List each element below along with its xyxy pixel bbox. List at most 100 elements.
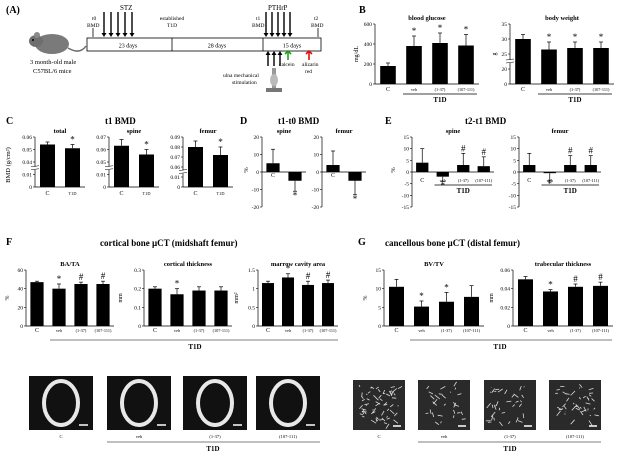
y-tick-label: 0	[513, 170, 516, 176]
timeline-bar	[86, 37, 322, 52]
bar	[74, 284, 88, 326]
bar	[139, 154, 154, 187]
y-tick-label: -10	[252, 188, 260, 194]
y-axis-label: %	[363, 296, 369, 301]
chart-title: total	[54, 128, 67, 135]
bar	[288, 172, 302, 181]
t0-bmd: BMD	[87, 23, 100, 29]
panel-f-label: F	[6, 237, 12, 248]
bar	[65, 148, 80, 187]
chart-title: spine	[277, 128, 292, 135]
y-tick-label: 5	[406, 158, 409, 164]
significance-star: *	[573, 32, 578, 42]
bar	[188, 147, 203, 187]
y-axis-label: %	[390, 167, 397, 173]
stimulation-arrows	[265, 51, 283, 66]
y-tick-label: 35	[502, 22, 508, 28]
cortical-ct-image	[183, 376, 247, 430]
timeline-seg1: 23 days	[119, 44, 138, 50]
panel-b-label: B	[359, 5, 366, 16]
y-tick-label: 200	[364, 62, 373, 68]
category-label: C	[153, 328, 157, 334]
category-label: T1D	[69, 191, 77, 196]
significance-star: *	[175, 279, 180, 289]
y-tick-label: 30	[502, 37, 508, 43]
significance-hash: #	[568, 146, 573, 156]
t1-label: t1	[256, 16, 261, 22]
panel-g-title: cancellous bone µCT (distal femur)	[385, 238, 520, 248]
chart-title: body weight	[545, 15, 580, 22]
y-tick-label: -10	[509, 193, 517, 199]
y-tick-label: 10	[314, 153, 320, 159]
category-label: C	[331, 173, 335, 179]
chart-title: spine	[127, 128, 142, 135]
bar	[464, 296, 479, 326]
y-tick-label: 0	[20, 324, 23, 330]
y-tick-label: 0.01	[96, 173, 106, 179]
significance-hash: #	[326, 270, 331, 280]
significance-hash: #	[101, 271, 106, 281]
bar	[567, 48, 583, 84]
group-label: T1D	[433, 96, 446, 104]
y-tick-label: 0.09	[170, 135, 180, 141]
category-label: (1-37)	[194, 328, 205, 333]
panel-c-label: C	[6, 116, 13, 127]
calcein-label: calcein	[279, 62, 295, 68]
cortical-ct-image	[256, 376, 320, 430]
ulna-label-1: ulna mechanical	[223, 73, 259, 79]
y-tick-label: 0.3	[134, 268, 141, 274]
category-label: (1-37)	[435, 87, 446, 92]
y-axis-label: mm	[489, 293, 495, 303]
y-tick-label: 15	[404, 135, 410, 141]
category-label: (1-37)	[441, 328, 452, 333]
significance-star: *	[547, 32, 552, 42]
bar	[457, 165, 470, 172]
significance-star: *	[412, 26, 417, 36]
chart-t1bmd-total: total 0 0.01 0.04 0.05 0.06 C * T1D	[22, 128, 85, 197]
bar	[436, 172, 449, 177]
y-tick-label: 10	[376, 287, 382, 293]
significance-star: *	[438, 23, 443, 33]
category-label: C	[523, 328, 527, 334]
stz-label: STZ	[120, 4, 132, 12]
category-label: veh	[174, 328, 181, 333]
bar	[593, 285, 608, 326]
category-label: C	[420, 178, 424, 184]
group-label: T1D	[457, 187, 470, 195]
y-tick-label: 0.04	[22, 160, 32, 166]
t2-bmd: BMD	[311, 23, 324, 29]
panel-d-title: t1-t0 BMD	[278, 116, 320, 126]
bar	[432, 43, 448, 84]
panel-d-label: D	[240, 116, 247, 127]
image-label: (107-111)	[566, 434, 584, 439]
significance-hash: #	[79, 272, 84, 282]
y-tick-label: 0	[378, 324, 381, 330]
bar	[584, 165, 597, 172]
bar	[348, 172, 362, 181]
image-label: (107-111)	[279, 434, 297, 439]
y-tick-label: -5	[511, 182, 516, 188]
bar	[380, 66, 396, 84]
bar	[326, 165, 340, 172]
category-label: veh	[547, 328, 554, 333]
y-tick-label: 0.01	[22, 173, 32, 179]
category-label: C	[193, 191, 197, 197]
y-tick-label: 0	[29, 185, 32, 191]
chart-d-femur: femur -20 -10 0 10 20 C * T1D	[312, 128, 366, 211]
bar	[414, 306, 429, 326]
y-tick-label: 0.01	[170, 175, 180, 181]
y-tick-label: 20	[314, 135, 320, 141]
bar	[458, 45, 474, 84]
image-label: veh	[441, 434, 448, 439]
y-tick-label: 10	[511, 147, 517, 153]
bar	[192, 290, 206, 326]
y-tick-label: 1	[252, 287, 255, 293]
bar	[515, 39, 531, 84]
y-tick-label: 0.2	[134, 287, 141, 293]
significance-hash: #	[482, 147, 487, 157]
y-tick-label: -15	[402, 205, 410, 211]
category-label: (1-37)	[565, 178, 576, 183]
chart-body-weight: body weight 0 20 25 30 35 g C * veh * (1-37) * (107-1…	[492, 15, 614, 104]
y-tick-label: 0.05	[22, 148, 32, 154]
